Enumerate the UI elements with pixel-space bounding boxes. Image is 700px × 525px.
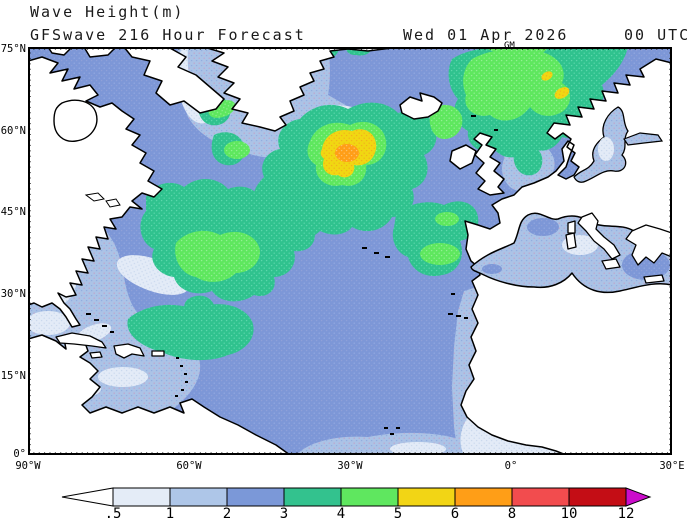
colorbar-tick: 6 — [450, 506, 460, 522]
map-canvas — [28, 47, 672, 455]
wave-band-4-5m-iceland-arm — [429, 104, 463, 139]
ocean-band-05-1m-baffin-strip — [177, 47, 208, 124]
lat-label-30n: 30°N — [0, 288, 26, 300]
sea-med-band-2-3m-alboran — [482, 264, 502, 274]
island-italy — [577, 212, 621, 260]
sea-baltic-pale — [598, 137, 614, 161]
land-arctic-island-a — [83, 47, 117, 58]
land-iceland — [399, 92, 443, 120]
sea-gulf-of-finland — [623, 132, 664, 146]
colorbar-segment — [454, 487, 513, 507]
colorbar-tick: .5 — [104, 506, 122, 522]
island-sicily — [601, 258, 621, 270]
colorbar-segment — [568, 487, 627, 507]
colorbar: .5 1 2 3 4 5 6 8 10 12 — [0, 479, 700, 525]
island-hispaniola — [113, 343, 145, 359]
valid-date-label: Wed 01 Apr 2026 — [403, 26, 569, 44]
cycle-label: 00 UTC — [624, 26, 691, 44]
wave-band-3-4m-north-sea-tongue — [513, 145, 543, 176]
wave-band-3-4m-subtropical — [127, 304, 254, 361]
colorbar-segment — [397, 487, 456, 507]
land-great-britain — [473, 132, 505, 196]
wave-height-map — [28, 47, 672, 455]
island-crete — [643, 274, 665, 284]
land-greenland — [203, 47, 401, 132]
wave-band-4-5m-norwegian — [463, 49, 571, 121]
model-forecast-label: GFSwave 216 Hour Forecast — [30, 26, 306, 44]
lon-label-30w: 30°W — [337, 460, 363, 472]
lon-label-60w: 60°W — [176, 460, 202, 472]
wave-band-4-5m-iberia-b — [435, 212, 459, 226]
island-corsica — [567, 220, 576, 234]
island-jamaica — [89, 351, 103, 359]
page-title: Wave Height(m) — [30, 3, 185, 21]
colorbar-arrow-above-max — [625, 487, 652, 507]
wave-band-5-6m-norway-b — [554, 87, 570, 99]
colorbar-segment — [283, 487, 342, 507]
island-cuba — [55, 332, 107, 349]
ocean-band-05-1m-equator-patch — [390, 442, 446, 455]
colorbar-tick: 8 — [507, 506, 517, 522]
colorbar-arrow-below-min — [61, 487, 114, 507]
lon-label-90w: 90°W — [15, 460, 41, 472]
land-baffin-island — [123, 47, 225, 114]
land-balkans-greece — [625, 224, 672, 266]
wave-band-4-5m-newfoundland — [175, 230, 260, 282]
wave-band-4-5m-davis-b — [224, 141, 250, 159]
small-islands — [86, 115, 498, 435]
lat-label-0: 0° — [13, 448, 26, 460]
colorbar-segment — [340, 487, 399, 507]
lat-label-45n: 45°N — [0, 206, 26, 218]
wave-band-4-5m-top-edge — [484, 47, 548, 58]
map-frame — [28, 47, 672, 455]
island-sardinia — [565, 232, 577, 250]
lake-b — [105, 198, 121, 208]
wave-band-5-6m-norway-a — [541, 71, 553, 81]
lon-label-30e: 30°E — [659, 460, 685, 472]
wave-band-4-5m-iberia-a — [420, 243, 460, 265]
colorbar-tick: 4 — [336, 506, 346, 522]
colorbar-tick: 2 — [222, 506, 232, 522]
colorbar-tick: 1 — [165, 506, 175, 522]
ocean-band-05-1m-caribbean-a — [98, 367, 148, 387]
ocean-band-05-1m-sargasso — [116, 255, 190, 295]
lat-label-15n: 15°N — [0, 370, 26, 382]
wave-band-6-8m-storm-core — [335, 144, 359, 162]
lon-label-0: 0° — [504, 460, 518, 472]
sea-hudson-bay — [53, 99, 98, 142]
colorbar-segment — [511, 487, 570, 507]
colorbar-tick: 3 — [279, 506, 289, 522]
colorbar-segment — [226, 487, 285, 507]
lat-label-60n: 60°N — [0, 125, 26, 137]
colorbar-canvas — [61, 487, 652, 507]
colorbar-tick: 10 — [560, 506, 578, 522]
lake-a — [84, 192, 106, 202]
ocean-band-05-1m-gulf — [28, 311, 70, 335]
island-puerto-rico — [151, 350, 165, 357]
lat-label-75n: 75°N — [0, 43, 26, 55]
colorbar-segment — [112, 487, 171, 507]
colorbar-tick: 5 — [393, 506, 403, 522]
colorbar-segment — [169, 487, 228, 507]
greenwich-meridian-label: GM — [504, 41, 515, 51]
colorbar-tick: 12 — [617, 506, 635, 522]
land-ireland — [449, 144, 477, 170]
sea-med-band-2-3m-lion — [527, 218, 559, 236]
